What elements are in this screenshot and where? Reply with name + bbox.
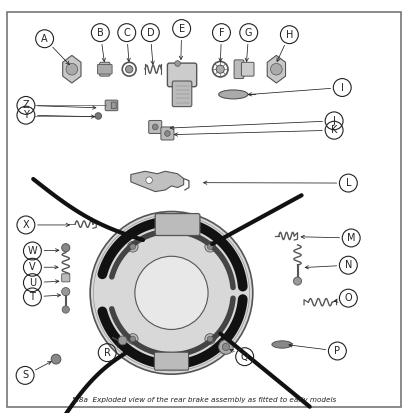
- Text: N: N: [345, 260, 352, 270]
- Circle shape: [66, 63, 78, 75]
- Ellipse shape: [219, 90, 248, 99]
- Text: K: K: [331, 125, 337, 135]
- Text: J: J: [333, 116, 335, 126]
- FancyBboxPatch shape: [149, 120, 162, 134]
- Polygon shape: [63, 55, 81, 83]
- Circle shape: [62, 244, 70, 252]
- Circle shape: [152, 124, 158, 130]
- Text: V: V: [29, 262, 36, 272]
- Circle shape: [216, 65, 224, 73]
- Circle shape: [130, 244, 135, 250]
- Text: E: E: [179, 23, 185, 34]
- FancyBboxPatch shape: [62, 274, 70, 282]
- Circle shape: [130, 336, 135, 342]
- Circle shape: [205, 334, 215, 344]
- Circle shape: [51, 354, 61, 364]
- FancyBboxPatch shape: [172, 81, 192, 106]
- FancyBboxPatch shape: [105, 100, 118, 111]
- Text: Y: Y: [23, 110, 29, 120]
- Text: Q: Q: [241, 352, 248, 362]
- Circle shape: [175, 61, 180, 66]
- Circle shape: [205, 241, 215, 252]
- Circle shape: [128, 241, 138, 252]
- Circle shape: [62, 287, 70, 296]
- FancyBboxPatch shape: [161, 127, 174, 140]
- Circle shape: [164, 131, 170, 136]
- FancyBboxPatch shape: [242, 62, 254, 76]
- Text: U: U: [29, 278, 36, 288]
- Text: L: L: [346, 178, 351, 188]
- Circle shape: [222, 343, 230, 351]
- Circle shape: [95, 113, 102, 119]
- Text: D: D: [146, 28, 154, 38]
- Circle shape: [90, 212, 253, 374]
- Text: O: O: [344, 293, 352, 303]
- Circle shape: [207, 336, 213, 342]
- Text: T: T: [29, 292, 35, 302]
- Ellipse shape: [272, 341, 292, 348]
- Text: Z: Z: [22, 101, 29, 111]
- Polygon shape: [131, 171, 184, 191]
- Text: G: G: [245, 28, 253, 38]
- Circle shape: [118, 336, 127, 345]
- Text: C: C: [123, 28, 130, 38]
- Polygon shape: [267, 55, 286, 83]
- FancyBboxPatch shape: [98, 65, 112, 74]
- Text: W: W: [28, 246, 37, 256]
- Circle shape: [146, 177, 152, 184]
- Circle shape: [135, 256, 208, 329]
- Text: B: B: [97, 28, 104, 38]
- Text: M: M: [347, 233, 355, 243]
- Circle shape: [207, 244, 213, 250]
- Text: H: H: [286, 30, 293, 40]
- Circle shape: [219, 340, 233, 354]
- Text: F: F: [219, 28, 224, 38]
- Text: S: S: [22, 370, 28, 380]
- FancyBboxPatch shape: [234, 60, 244, 79]
- Text: I: I: [341, 83, 344, 93]
- Circle shape: [126, 65, 133, 73]
- FancyBboxPatch shape: [154, 352, 188, 370]
- FancyBboxPatch shape: [111, 102, 116, 109]
- Text: P: P: [335, 346, 340, 356]
- FancyBboxPatch shape: [167, 63, 197, 87]
- Circle shape: [62, 306, 69, 313]
- Text: X: X: [22, 220, 29, 230]
- Text: R: R: [104, 348, 111, 358]
- Circle shape: [128, 334, 138, 344]
- Text: A: A: [41, 34, 48, 44]
- FancyBboxPatch shape: [155, 214, 200, 235]
- FancyBboxPatch shape: [100, 62, 110, 76]
- Circle shape: [293, 277, 302, 285]
- Circle shape: [271, 63, 282, 75]
- Text: 5.8a  Exploded view of the rear brake assembly as fitted to early models: 5.8a Exploded view of the rear brake ass…: [72, 396, 336, 403]
